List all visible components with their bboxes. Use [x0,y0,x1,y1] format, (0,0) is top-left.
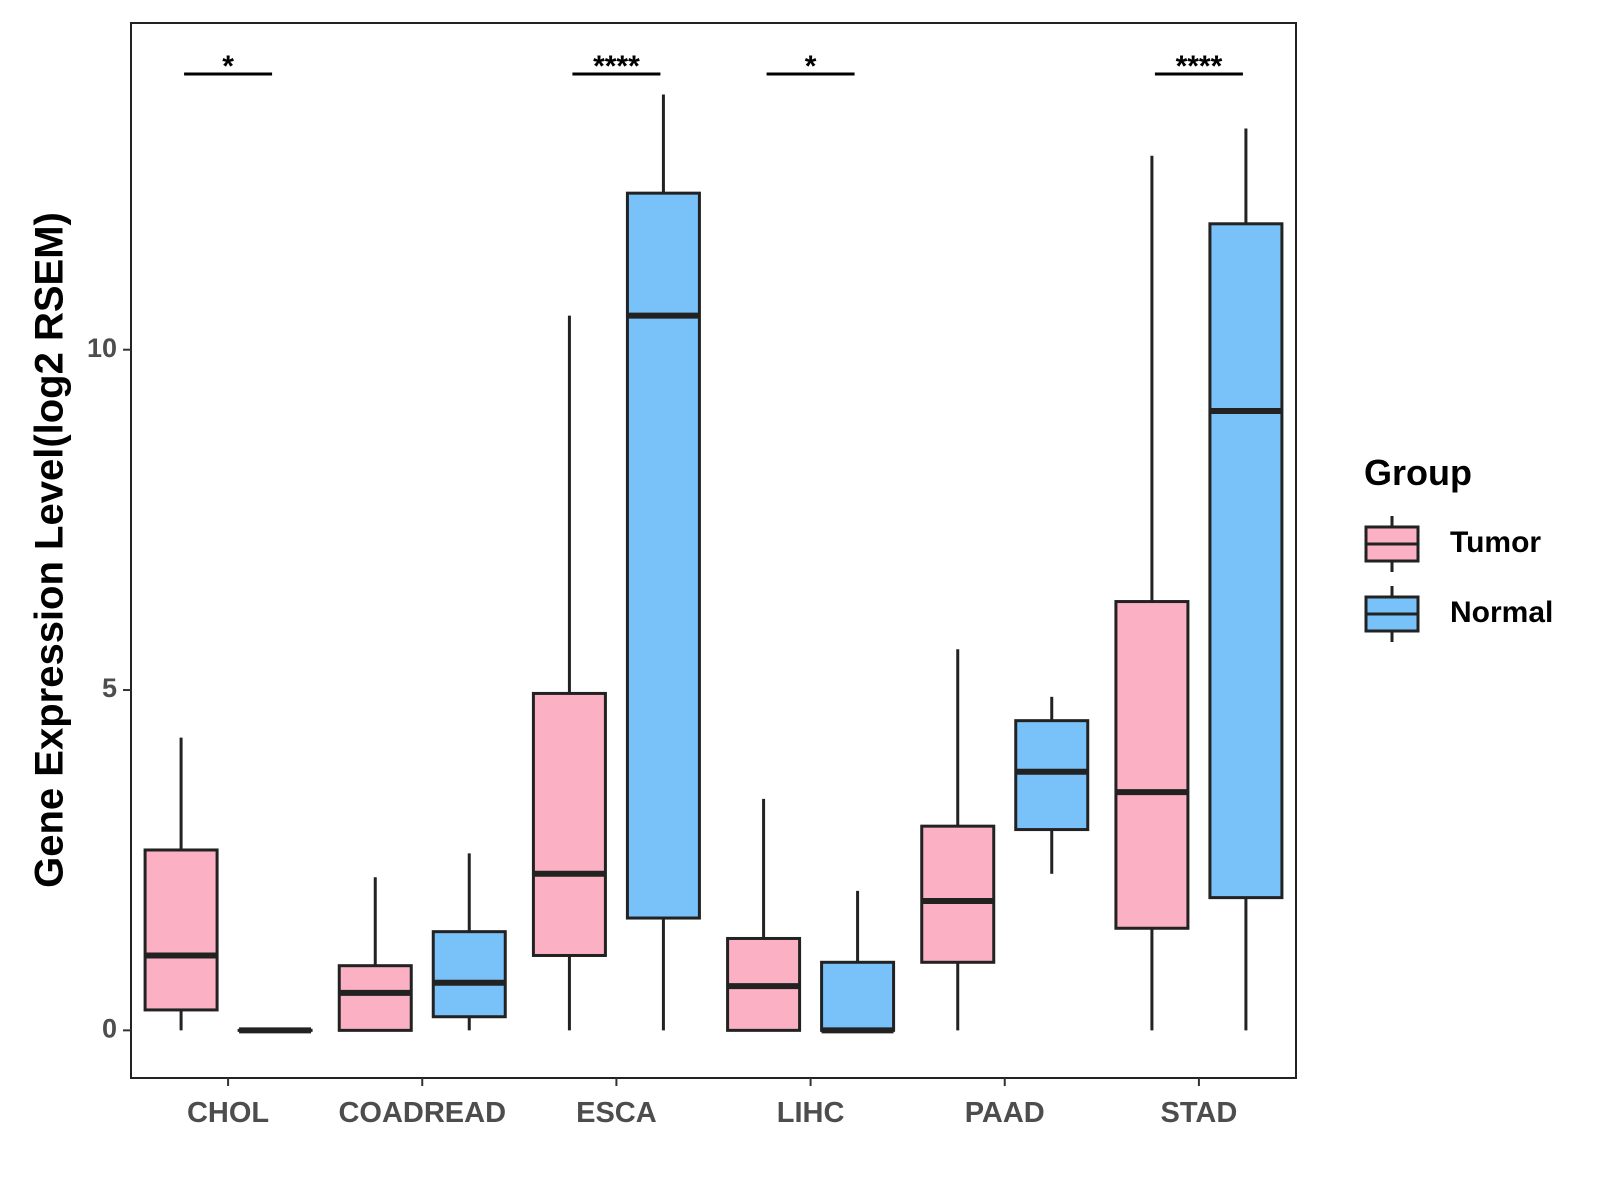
box-stad-tumor [1114,155,1190,1031]
significance-chol: * [184,50,273,83]
significance-label: * [222,50,234,83]
x-tick-label: ESCA [576,1097,657,1129]
box-iqr [625,191,701,920]
box-esca-tumor [531,315,607,1031]
box-iqr [337,964,413,1032]
legend-item-normal: Normal [1364,586,1553,642]
y-tick-label: 5 [102,673,117,703]
plot-marks: * **** * **** [143,50,1284,1034]
significance-lihc: * [766,50,855,83]
panel-border [130,22,1297,1079]
box-iqr [531,691,607,957]
significance-esca: **** [572,50,661,83]
box-iqr [431,930,507,1019]
box-paad-tumor [920,649,996,1031]
box-iqr [920,824,996,964]
y-axis-title: Gene Expression Level(log2 RSEM) [28,212,72,888]
x-tick-label: PAAD [965,1097,1045,1129]
box-iqr [143,848,219,1012]
significance-stad: **** [1154,50,1243,83]
significance-label: **** [1176,50,1223,83]
legend-label: Tumor [1450,526,1541,559]
x-tick-label: STAD [1161,1097,1238,1129]
box-coadread-tumor [337,877,413,1032]
box-esca-normal [625,94,701,1031]
box-lihc-tumor [726,798,802,1032]
y-axis: 0 5 10 [87,333,131,1043]
y-tick-label: 0 [102,1013,117,1043]
x-tick-label: CHOL [187,1097,269,1129]
series-tumor [143,155,1190,1032]
box-coadread-normal [431,853,507,1031]
significance-label: * [805,50,817,83]
box-iqr [1014,719,1090,832]
box-iqr [1114,600,1190,930]
significance-annotations: * **** * **** [184,50,1243,83]
x-tick-label: LIHC [777,1097,845,1129]
x-tick-label: COADREAD [338,1097,506,1129]
box-paad-normal [1014,696,1090,874]
y-tick-label: 10 [87,333,117,363]
series-normal [237,94,1284,1034]
box-iqr [820,960,896,1032]
legend-title: Group [1364,452,1472,493]
legend-label: Normal [1450,596,1553,629]
panel-background [131,23,1296,1078]
legend-item-tumor: Tumor [1364,516,1541,572]
box-lihc-normal [820,890,896,1034]
box-stad-normal [1208,128,1284,1031]
x-axis: CHOL COADREAD ESCA LIHC PAAD STAD [187,1078,1237,1129]
legend: Group Tumor Normal [1364,452,1553,642]
box-chol-tumor [143,737,219,1031]
box-iqr [1208,222,1284,900]
significance-label: **** [593,50,640,83]
